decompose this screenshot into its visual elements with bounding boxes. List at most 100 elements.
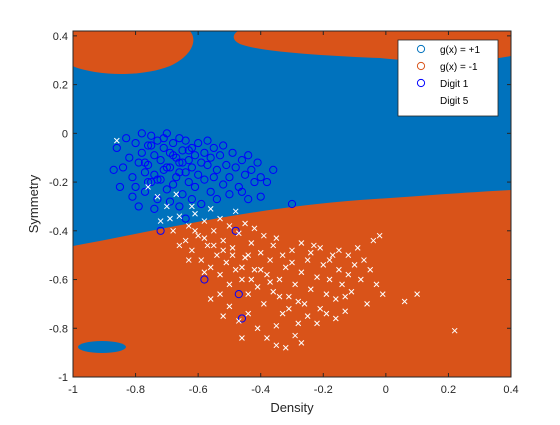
digit-1-point bbox=[169, 180, 178, 189]
digit-1-point bbox=[209, 173, 218, 182]
digit-5-point bbox=[264, 335, 270, 341]
digit-1-point bbox=[184, 146, 193, 155]
digit-5-point bbox=[282, 344, 289, 351]
digit-5-point bbox=[298, 240, 305, 246]
digit-5-point bbox=[210, 227, 217, 234]
digit-1-point bbox=[203, 160, 212, 170]
digit-5-point bbox=[164, 203, 170, 210]
digit-5-point bbox=[307, 249, 314, 256]
digit-5-point bbox=[220, 237, 227, 244]
digit-1-point bbox=[134, 202, 143, 211]
digit-1-point bbox=[112, 143, 121, 153]
digit-5-point bbox=[201, 218, 208, 224]
legend-marker-circle bbox=[416, 44, 426, 54]
x-axis-ticks: -1 -0.8 -0.6 -0.4 -0.2 0 0.2 0.4 bbox=[68, 31, 519, 396]
digit-5-point bbox=[248, 240, 255, 246]
digit-5-point bbox=[289, 247, 295, 254]
digit-1-point bbox=[147, 131, 156, 140]
digit-5-point bbox=[254, 325, 261, 332]
digit-5-point bbox=[204, 242, 211, 249]
digit-1-point bbox=[162, 185, 171, 194]
y-tick-label: 0.4 bbox=[53, 31, 68, 43]
digit-5-point bbox=[370, 237, 377, 244]
y-tick-label: -0.4 bbox=[49, 226, 68, 238]
digit-1-point bbox=[240, 170, 250, 179]
digit-1-point bbox=[143, 141, 153, 150]
digit-5-point bbox=[307, 286, 314, 293]
digit-1-point bbox=[178, 158, 187, 167]
digit-5-point bbox=[326, 276, 333, 283]
x-tick-label: 0 bbox=[383, 384, 389, 396]
digit-5-points bbox=[113, 137, 458, 351]
digit-5-point bbox=[239, 335, 245, 341]
digit-1-point bbox=[187, 195, 196, 204]
digit-5-point bbox=[329, 252, 336, 259]
digit-5-point bbox=[276, 293, 283, 300]
digit-1-point bbox=[165, 163, 175, 172]
digit-1-point bbox=[203, 136, 212, 145]
digit-5-point bbox=[323, 310, 330, 317]
digit-5-point bbox=[229, 252, 236, 259]
y-axis-label: Symmetry bbox=[26, 174, 41, 233]
digit-5-point bbox=[251, 266, 258, 273]
digit-5-point bbox=[145, 184, 151, 190]
legend: g(x) = +1 g(x) = -1 Digit 1 Digit 5 bbox=[397, 39, 499, 117]
digit-5-point bbox=[364, 301, 370, 307]
digit-1-point bbox=[225, 173, 234, 182]
digit-1-point bbox=[244, 195, 253, 204]
digit-1-point bbox=[200, 175, 209, 184]
digit-1-point bbox=[237, 187, 247, 196]
digit-1-point bbox=[190, 182, 200, 192]
digit-5-point bbox=[207, 296, 214, 302]
digit-1-point bbox=[118, 163, 128, 172]
digit-1-point bbox=[181, 214, 190, 223]
digit-1-point bbox=[287, 199, 297, 209]
digit-1-point bbox=[156, 226, 165, 235]
digit-5-point bbox=[292, 332, 298, 339]
digit-1-point bbox=[184, 177, 193, 187]
digit-1-point bbox=[222, 160, 231, 170]
digit-5-point bbox=[257, 266, 264, 273]
digit-1-point bbox=[181, 168, 190, 177]
digit-5-point bbox=[257, 249, 264, 256]
y-axis-ticks: -1 -0.8 -0.6 -0.4 -0.2 0 0.2 0.4 bbox=[49, 31, 511, 384]
legend-entry: g(x) = -1 bbox=[416, 61, 478, 73]
digit-1-point bbox=[231, 163, 240, 172]
digit-5-point bbox=[332, 315, 339, 322]
digit-5-point bbox=[201, 235, 208, 241]
digit-5-point bbox=[198, 257, 205, 263]
digit-1-point bbox=[194, 170, 203, 179]
digit-1-point bbox=[178, 146, 187, 155]
digit-1-point bbox=[137, 148, 146, 157]
digit-5-point bbox=[195, 232, 201, 239]
digit-1-point bbox=[159, 143, 168, 153]
digit-5-point bbox=[267, 279, 273, 285]
digit-5-point bbox=[401, 298, 408, 305]
digit-1-point bbox=[150, 204, 159, 213]
digit-5-point bbox=[304, 313, 311, 319]
digit-5-point bbox=[217, 215, 223, 222]
digit-5-point bbox=[260, 301, 267, 307]
digit-1-point bbox=[128, 173, 137, 182]
digit-5-point bbox=[251, 225, 258, 232]
digit-1-point bbox=[134, 158, 143, 167]
legend-label: Digit 5 bbox=[440, 96, 469, 107]
legend-entry: Digit 1 bbox=[416, 78, 469, 90]
digit-5-point bbox=[376, 232, 383, 239]
digit-5-point bbox=[232, 208, 239, 215]
digit-1-point bbox=[244, 151, 253, 160]
digit-1-point bbox=[200, 148, 209, 157]
digit-5-point bbox=[320, 262, 327, 268]
digit-1-point bbox=[153, 195, 162, 204]
digit-1-point bbox=[212, 195, 222, 204]
digit-5-point bbox=[342, 308, 349, 315]
digit-5-point bbox=[373, 281, 380, 288]
digit-1-point bbox=[122, 134, 131, 143]
digit-5-point bbox=[276, 276, 283, 283]
digit-1-point bbox=[194, 138, 203, 148]
digit-5-point bbox=[298, 340, 305, 346]
digit-5-point bbox=[245, 310, 252, 317]
digit-5-point bbox=[245, 291, 252, 298]
